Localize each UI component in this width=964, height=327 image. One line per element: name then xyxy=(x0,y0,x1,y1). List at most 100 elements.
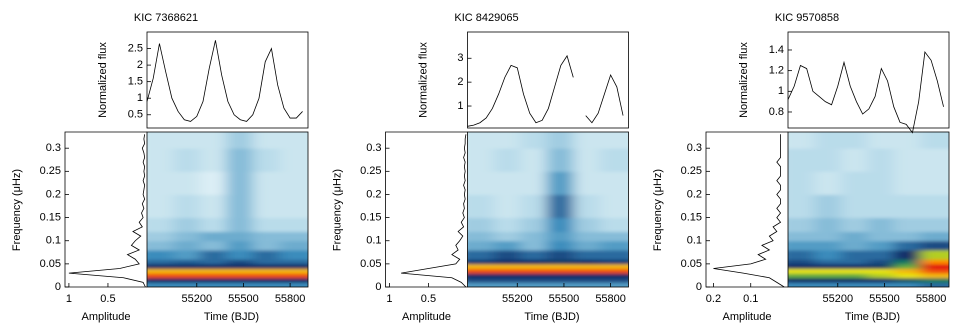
wavelet-cell xyxy=(456,218,495,232)
wavelet-cell xyxy=(135,250,174,260)
spectrum-frame xyxy=(65,132,147,287)
y-tick-label: 0.5 xyxy=(128,109,143,121)
x-tick-label: 0.5 xyxy=(421,293,436,305)
wavelet-cell xyxy=(776,231,815,241)
wavelet-cell xyxy=(573,120,600,149)
y-axis-label: Normalized flux xyxy=(738,42,750,118)
wavelet-cell xyxy=(494,268,521,273)
wavelet-cell xyxy=(573,218,600,232)
wavelet-cell xyxy=(920,273,961,278)
wavelet-cell xyxy=(253,171,280,195)
wavelet-cell xyxy=(600,194,641,218)
wavelet-cell xyxy=(173,148,200,172)
wavelet-cell xyxy=(920,171,961,195)
wavelet-cell xyxy=(894,250,921,260)
wavelet-cell xyxy=(173,278,200,283)
wavelet-cell xyxy=(135,194,174,218)
wavelet-cell xyxy=(253,120,280,149)
wavelet-cell xyxy=(200,250,227,260)
wavelet-cell xyxy=(279,148,320,172)
wavelet-cell xyxy=(253,148,280,172)
y-tick-label: 0.05 xyxy=(40,258,61,270)
wavelet-cell xyxy=(200,241,227,251)
wavelet-cell xyxy=(814,273,841,278)
wavelet-cell xyxy=(456,194,495,218)
wavelet-cell xyxy=(867,241,894,251)
x-tick-label: 55800 xyxy=(595,293,626,305)
wavelet-cell xyxy=(200,273,227,278)
wavelet-cell xyxy=(547,231,574,241)
wavelet-cells xyxy=(776,120,962,300)
panel-title: KIC 8429065 xyxy=(454,12,518,24)
x-tick-label: 55200 xyxy=(181,293,212,305)
wavelet-cell xyxy=(894,268,921,273)
wavelet-cell xyxy=(841,264,868,269)
wavelet-cell xyxy=(547,264,574,269)
wavelet-cell xyxy=(135,171,174,195)
y-tick-label: 0 xyxy=(55,281,61,293)
y-tick-label: 0.2 xyxy=(687,188,702,200)
wavelet-cell xyxy=(776,282,815,299)
curve xyxy=(147,40,303,121)
wavelet-cell xyxy=(920,278,961,283)
wavelet-cell xyxy=(776,264,815,269)
wavelet-cell xyxy=(867,264,894,269)
wavelet-cell xyxy=(253,194,280,218)
wavelet-cell xyxy=(920,250,961,260)
wavelet-cell xyxy=(600,171,641,195)
wavelet-cell xyxy=(573,264,600,269)
wavelet-cell xyxy=(279,250,320,260)
wavelet-cell xyxy=(600,231,641,241)
wavelet-cell xyxy=(173,194,200,218)
wavelet-cell xyxy=(494,264,521,269)
wavelet-cell xyxy=(776,278,815,283)
wavelet-cell xyxy=(841,171,868,195)
wavelet-cell xyxy=(547,259,574,264)
y-axis-label: Normalized flux xyxy=(97,42,109,118)
wavelet-cell xyxy=(226,250,253,260)
wavelet-cell xyxy=(279,231,320,241)
wavelet-cell xyxy=(841,268,868,273)
wavelet-cell xyxy=(573,259,600,264)
y-tick-label: 3 xyxy=(457,52,463,64)
wavelet-cell xyxy=(226,148,253,172)
wavelet-cell xyxy=(173,264,200,269)
wavelet-cell xyxy=(520,218,547,232)
x-axis-label: Amplitude xyxy=(723,311,772,323)
wavelet-cell xyxy=(600,259,641,264)
y-tick-label: 0.15 xyxy=(40,212,61,224)
wavelet-cell xyxy=(920,241,961,251)
wavelet-map xyxy=(776,120,962,300)
panel-title: KIC 9570858 xyxy=(775,12,839,24)
wavelet-cell xyxy=(200,171,227,195)
wavelet-cell xyxy=(494,120,521,149)
wavelet-cell xyxy=(226,218,253,232)
wavelet-cell xyxy=(226,194,253,218)
wavelet-cell xyxy=(226,231,253,241)
wavelet-cell xyxy=(173,120,200,149)
wavelet-cell xyxy=(600,120,641,149)
wavelet-cell xyxy=(600,250,641,260)
y-axis-label: Frequency (μHz) xyxy=(652,169,664,251)
wavelet-cell xyxy=(920,148,961,172)
wavelet-cell xyxy=(200,278,227,283)
wavelet-cell xyxy=(841,231,868,241)
wavelet-cells xyxy=(135,120,321,300)
y-axis-label: Frequency (μHz) xyxy=(331,169,343,251)
wavelet-cell xyxy=(456,148,495,172)
wavelet-cell xyxy=(253,268,280,273)
wavelet-cell xyxy=(600,264,641,269)
wavelet-cell xyxy=(135,241,174,251)
wavelet-cell xyxy=(814,278,841,283)
wavelet-cell xyxy=(867,268,894,273)
wavelet-cell xyxy=(920,259,961,264)
wavelet-cell xyxy=(776,120,815,149)
wavelet-map xyxy=(456,120,642,300)
x-tick-label: 55800 xyxy=(916,293,947,305)
wavelet-cell xyxy=(920,120,961,149)
wavelet-cell xyxy=(279,194,320,218)
wavelet-cell xyxy=(456,268,495,273)
y-tick-label: 0.3 xyxy=(687,142,702,154)
curve xyxy=(788,52,944,133)
